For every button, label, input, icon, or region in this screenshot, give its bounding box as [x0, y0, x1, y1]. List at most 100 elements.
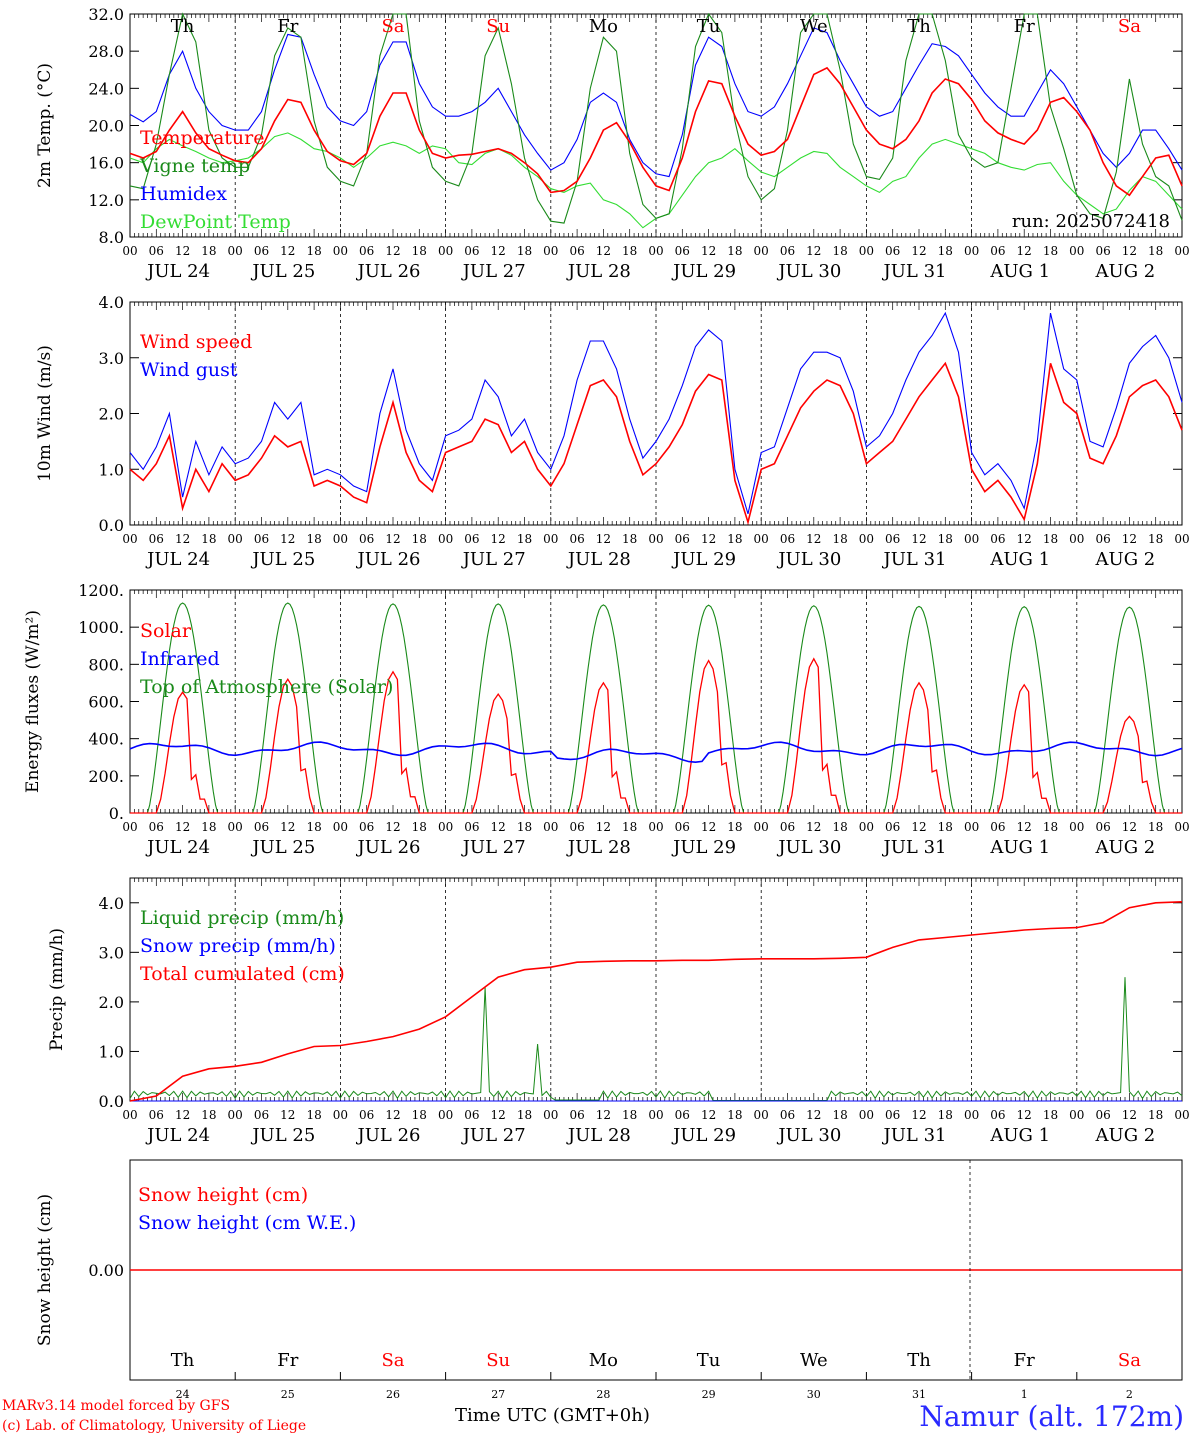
day-number: 28 [596, 1388, 610, 1401]
hour-tick-label: 06 [569, 244, 584, 258]
hour-tick-label: 18 [938, 820, 953, 834]
legend-entry: Snow height (cm W.E.) [138, 1212, 356, 1234]
day-name-bottom: Su [486, 1350, 510, 1371]
day-name-bottom: Mo [589, 1350, 618, 1371]
hour-tick-label: 00 [648, 244, 663, 258]
series-solar [235, 677, 341, 814]
date-label: JUL 26 [356, 549, 421, 570]
hour-tick-label: 12 [175, 820, 190, 834]
credit-line-1: MARv3.14 model forced by GFS [2, 1398, 231, 1414]
legend-entry: DewPoint Temp [140, 211, 291, 233]
hour-tick-label: 18 [201, 1108, 216, 1122]
hour-tick-label: 00 [859, 820, 874, 834]
hour-tick-label: 06 [885, 532, 900, 546]
y-tick-label: 2.0 [99, 405, 124, 424]
hour-tick-label: 18 [832, 532, 847, 546]
day-name: Tu [697, 16, 721, 37]
hour-tick-label: 06 [675, 820, 690, 834]
date-label: JUL 29 [671, 261, 736, 282]
date-label: JUL 30 [776, 1125, 841, 1146]
date-label: JUL 24 [145, 837, 210, 858]
hour-tick-label: 12 [1122, 532, 1137, 546]
hour-tick-label: 12 [280, 244, 295, 258]
date-label: JUL 25 [250, 1125, 315, 1146]
day-number: 30 [807, 1388, 821, 1401]
hour-tick-label: 12 [1017, 244, 1032, 258]
hour-tick-label: 12 [1017, 820, 1032, 834]
panel-frame-1 [129, 13, 1183, 238]
hour-tick-label: 12 [280, 1108, 295, 1122]
legend-entry: Humidex [140, 183, 227, 205]
hour-tick-label: 06 [149, 820, 164, 834]
hour-tick-label: 12 [596, 820, 611, 834]
hour-tick-label: 12 [806, 532, 821, 546]
hour-tick-label: 00 [964, 244, 979, 258]
series-toa-solar [340, 603, 446, 814]
hour-tick-label: 06 [359, 532, 374, 546]
date-label: JUL 31 [882, 549, 947, 570]
hour-tick-label: 12 [175, 532, 190, 546]
hour-tick-label: 06 [780, 820, 795, 834]
hour-tick-label: 00 [543, 1108, 558, 1122]
hour-tick-label: 06 [1095, 1108, 1110, 1122]
date-label: JUL 24 [145, 261, 210, 282]
date-label: JUL 26 [356, 1125, 421, 1146]
hour-tick-label: 18 [622, 532, 637, 546]
hour-tick-label: 06 [359, 820, 374, 834]
hour-tick-label: 18 [938, 1108, 953, 1122]
hour-tick-label: 12 [701, 244, 716, 258]
hour-tick-label: 18 [1148, 1108, 1163, 1122]
hour-tick-label: 06 [254, 244, 269, 258]
y-tick-label: 800. [88, 655, 124, 674]
y-tick-label: 3.0 [99, 943, 124, 962]
panel-frame-3 [129, 589, 1183, 814]
hour-tick-label: 12 [596, 244, 611, 258]
day-name: Su [486, 16, 510, 37]
date-label: JUL 28 [566, 261, 631, 282]
y-tick-label: 200. [88, 767, 124, 786]
day-name-bottom: Fr [277, 1350, 298, 1371]
date-label: JUL 29 [671, 549, 736, 570]
legend-entry: Snow precip (mm/h) [140, 935, 336, 957]
y-tick-label: 16.0 [88, 154, 124, 173]
hour-tick-label: 12 [385, 1108, 400, 1122]
hour-tick-label: 12 [491, 820, 506, 834]
hour-tick-label: 06 [675, 532, 690, 546]
hour-tick-label: 18 [306, 820, 321, 834]
date-label: AUG 1 [989, 261, 1050, 282]
day-name: Fr [277, 16, 298, 37]
day-name: We [800, 16, 828, 37]
y-axis-label: Precip (mm/h) [47, 928, 67, 1051]
hour-tick-label: 18 [1043, 1108, 1058, 1122]
hour-tick-label: 18 [517, 1108, 532, 1122]
hour-tick-label: 00 [333, 244, 348, 258]
hour-tick-label: 00 [754, 532, 769, 546]
date-label: AUG 1 [989, 837, 1050, 858]
legend-entry: Wind gust [140, 359, 238, 381]
hour-tick-label: 12 [175, 244, 190, 258]
y-tick-label: 3.0 [99, 349, 124, 368]
hour-tick-label: 00 [964, 820, 979, 834]
hour-tick-label: 00 [1174, 820, 1189, 834]
hour-tick-label: 12 [385, 532, 400, 546]
hour-tick-label: 06 [1095, 532, 1110, 546]
hour-tick-label: 18 [201, 244, 216, 258]
date-label: JUL 28 [566, 1125, 631, 1146]
hour-tick-label: 12 [911, 1108, 926, 1122]
hour-tick-label: 00 [964, 1108, 979, 1122]
hour-tick-label: 18 [412, 820, 427, 834]
hour-tick-label: 00 [543, 820, 558, 834]
day-number: 25 [281, 1388, 295, 1401]
date-label: JUL 29 [671, 1125, 736, 1146]
hour-tick-label: 00 [1069, 532, 1084, 546]
y-tick-label: 20.0 [88, 117, 124, 136]
date-label: AUG 1 [989, 1125, 1050, 1146]
y-tick-label: 0. [109, 804, 124, 823]
y-tick-label: 0.0 [99, 516, 124, 535]
hour-tick-label: 06 [990, 1108, 1005, 1122]
hour-tick-label: 18 [412, 244, 427, 258]
hour-tick-label: 18 [622, 820, 637, 834]
y-axis-label: Energy fluxes (W/m²) [23, 610, 43, 793]
date-label: JUL 27 [461, 261, 526, 282]
hour-tick-label: 18 [938, 244, 953, 258]
